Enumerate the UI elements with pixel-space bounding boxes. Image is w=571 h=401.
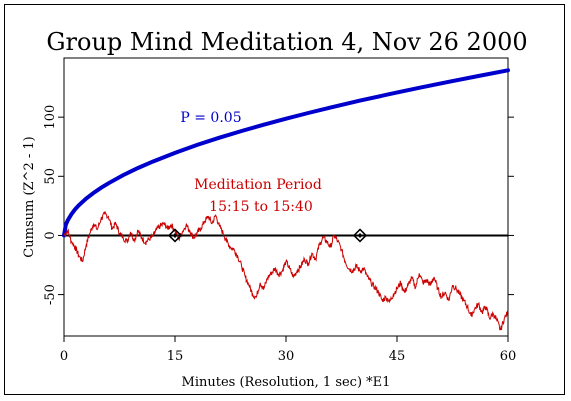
meditation-time-annotation: 15:15 to 15:40 bbox=[209, 199, 313, 215]
diamond-marker-core-0 bbox=[172, 232, 178, 238]
y-tick-label-2: 50 bbox=[43, 168, 58, 185]
x-axis: 0 15 30 45 60 bbox=[60, 336, 516, 364]
x-tick-label-4: 60 bbox=[500, 349, 517, 364]
meditation-period-markers bbox=[167, 228, 368, 243]
diamond-marker-core-1 bbox=[357, 232, 363, 238]
p05-annotation: P = 0.05 bbox=[180, 110, 241, 126]
x-axis-label: Minutes (Resolution, 1 sec) *E1 bbox=[182, 375, 391, 390]
diamond-marker-1 bbox=[352, 228, 368, 243]
diamond-marker-0 bbox=[167, 228, 183, 243]
x-tick-label-1: 15 bbox=[167, 349, 184, 364]
plot-area-border bbox=[63, 57, 509, 337]
cumsum-series-line bbox=[63, 210, 509, 331]
meditation-period-annotation: Meditation Period bbox=[194, 177, 322, 193]
y-tick-label-0: -50 bbox=[43, 284, 58, 305]
y-axis: -50 0 50 100 bbox=[43, 105, 514, 305]
chart-frame bbox=[4, 4, 565, 395]
y-tick-label-1: 0 bbox=[43, 231, 58, 239]
x-tick-label-3: 45 bbox=[389, 349, 406, 364]
x-tick-label-2: 30 bbox=[278, 349, 295, 364]
x-tick-label-0: 0 bbox=[60, 349, 68, 364]
chart-title: Group Mind Meditation 4, Nov 26 2000 bbox=[46, 28, 527, 56]
y-axis-label: Cumsum (Z^2 - 1) bbox=[22, 136, 37, 257]
p05-reference-curve bbox=[62, 68, 510, 238]
y-tick-label-3: 100 bbox=[43, 105, 58, 130]
